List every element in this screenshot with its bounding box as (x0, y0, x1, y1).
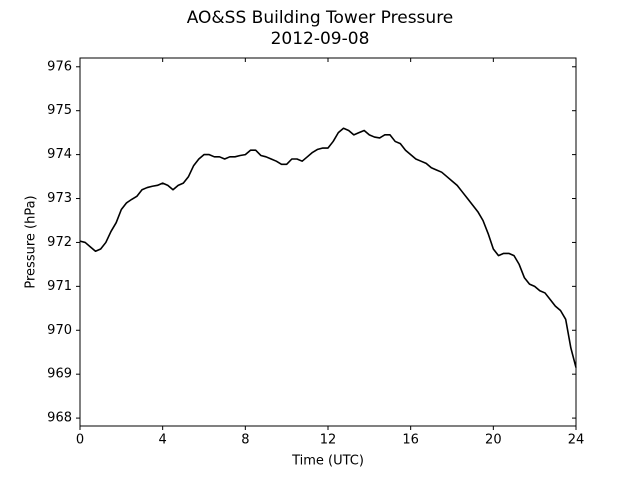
y-tick-label: 975 (47, 103, 72, 118)
x-tick-label: 4 (159, 433, 167, 448)
y-tick-label: 971 (47, 279, 72, 294)
x-tick-label: 16 (402, 433, 419, 448)
y-tick-label: 969 (47, 367, 72, 382)
plot-frame (79, 57, 577, 427)
x-tick-label: 24 (568, 433, 585, 448)
y-tick-label: 973 (47, 191, 72, 206)
x-tick-label: 20 (485, 433, 502, 448)
y-tick-label: 976 (47, 59, 72, 74)
data-line (79, 127, 577, 368)
x-tick-label: 8 (241, 433, 249, 448)
chart-subtitle: 2012-09-08 (271, 29, 370, 49)
x-axis-label: Time (UTC) (291, 454, 364, 469)
y-tick-label: 970 (47, 323, 72, 338)
y-tick-label: 972 (47, 235, 72, 250)
y-axis-label: Pressure (hPa) (24, 195, 39, 288)
x-tick-label: 0 (76, 433, 84, 448)
y-tick-label: 968 (47, 411, 72, 426)
y-tick-label: 974 (47, 147, 72, 162)
chart-title: AO&SS Building Tower Pressure (187, 8, 454, 28)
x-tick-label: 12 (320, 433, 337, 448)
